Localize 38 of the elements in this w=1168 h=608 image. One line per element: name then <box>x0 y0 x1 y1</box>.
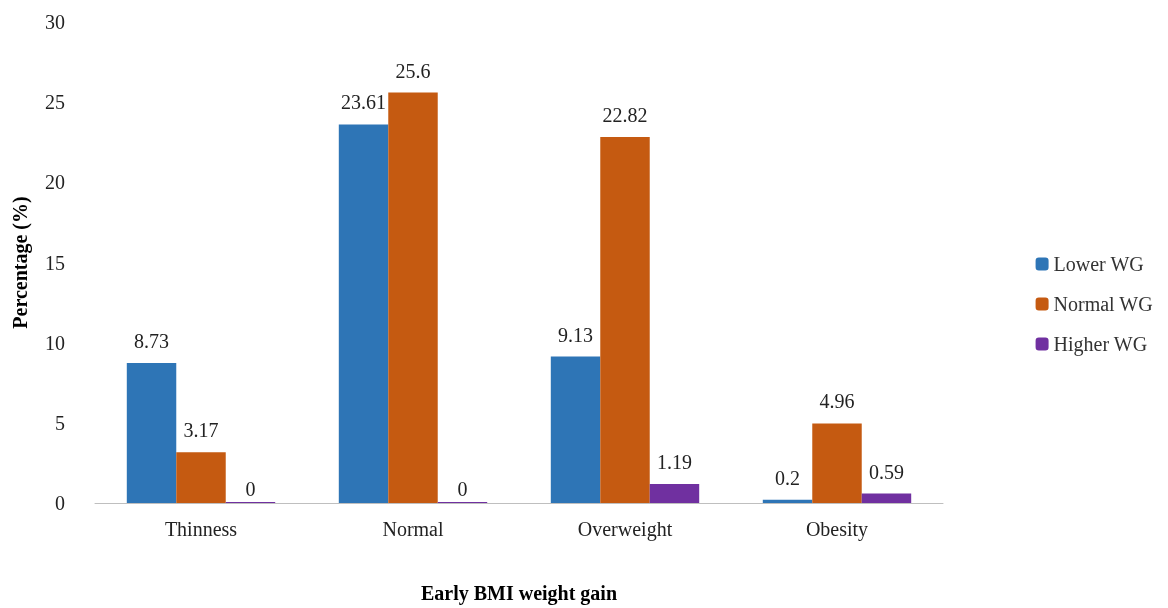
legend-label: Lower WG <box>1053 253 1144 275</box>
bar <box>388 92 438 503</box>
y-tick-label: 0 <box>55 492 65 514</box>
y-tick-label: 25 <box>45 91 65 114</box>
x-tick-label: Obesity <box>805 518 869 541</box>
data-label: 0 <box>457 478 468 500</box>
data-label: 9.13 <box>558 323 594 346</box>
y-tick-label: 30 <box>45 11 65 33</box>
y-axis-title: Percentage (%) <box>9 196 32 329</box>
bar <box>338 124 389 503</box>
bar <box>176 452 226 503</box>
y-tick-label: 10 <box>45 331 65 354</box>
data-label: 0.59 <box>868 460 904 483</box>
data-label: 3.17 <box>183 419 219 442</box>
data-label: 8.73 <box>134 330 170 353</box>
bar <box>861 493 912 503</box>
data-label: 0 <box>245 478 256 500</box>
bar <box>126 363 177 503</box>
data-label: 4.96 <box>819 390 855 413</box>
bar <box>812 423 862 503</box>
bar <box>762 499 813 503</box>
legend-label: Higher WG <box>1053 333 1148 356</box>
x-axis-title: Early BMI weight gain <box>420 582 618 605</box>
data-label: 25.6 <box>395 59 431 82</box>
legend-label: Normal WG <box>1053 293 1153 315</box>
data-label: 23.61 <box>341 91 387 114</box>
x-tick-label: Thinness <box>164 518 238 540</box>
bar <box>550 356 601 503</box>
data-label: 0.2 <box>775 466 801 489</box>
y-tick-label: 20 <box>45 171 65 194</box>
y-tick-label: 15 <box>45 251 65 274</box>
x-tick-label: Overweight <box>577 518 673 541</box>
bar <box>649 483 700 503</box>
bar <box>600 137 650 503</box>
data-label: 1.19 <box>656 450 692 473</box>
y-tick-label: 5 <box>55 411 65 434</box>
data-label: 22.82 <box>602 104 648 127</box>
x-tick-label: Normal <box>382 518 444 540</box>
